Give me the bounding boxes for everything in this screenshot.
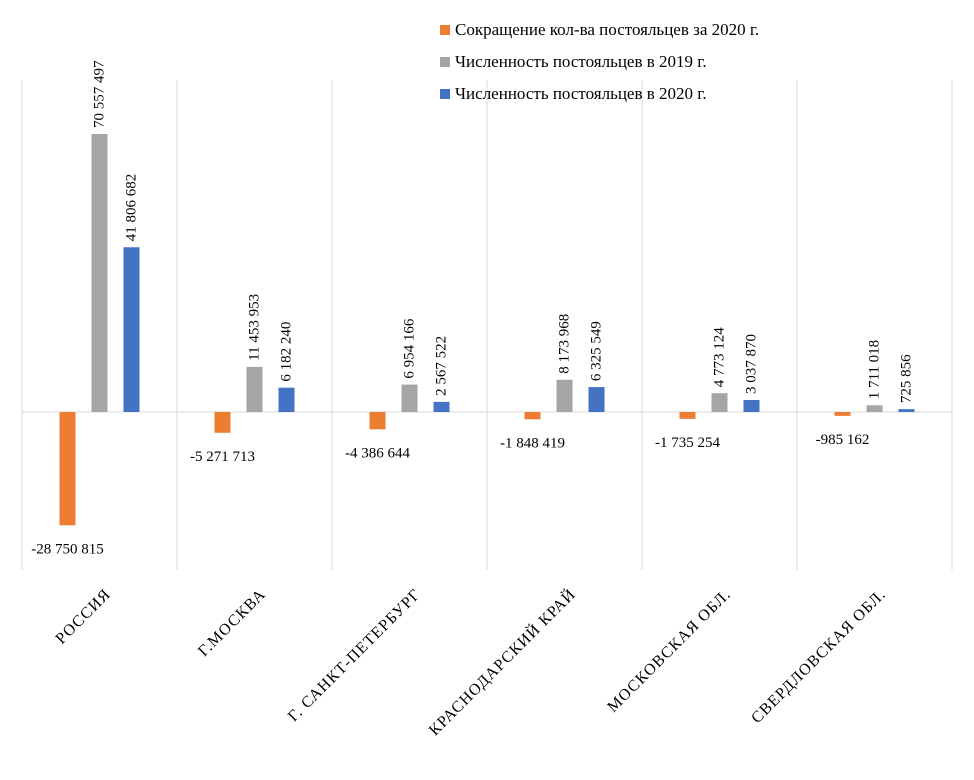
category-label: МОСКОВСКАЯ ОБЛ. [604,586,734,716]
legend-item: Сокращение кол-ва постояльцев за 2020 г. [440,14,759,46]
category-labels-layer: РОССИЯ Г.МОСКВА Г. САНКТ-ПЕТЕРБУРГ КРАСНОДА… [53,584,890,739]
data-label: 725 856 [899,354,915,403]
bar [91,134,108,412]
bar [679,412,696,419]
legend-label: Численность постояльцев в 2020 г. [455,84,707,103]
data-label: 8 173 968 [557,314,573,374]
data-label: 1 711 018 [867,340,883,399]
legend-swatch [440,57,450,67]
legend-label: Сокращение кол-ва постояльцев за 2020 г. [455,20,760,39]
legend-swatch [440,89,450,99]
bar [898,409,915,412]
grid-layer [21,80,953,570]
legend-swatch [440,25,450,35]
data-label: -985 162 [816,432,870,448]
bar [556,379,573,412]
category-label: РОССИЯ [53,586,115,648]
data-label: -1 735 254 [655,435,720,451]
bar [524,412,541,420]
category-label: СВЕРДЛОВСКАЯ ОБЛ. [748,586,889,727]
data-labels-layer: -28 750 815 70 557 497 41 806 682 -5 271 71… [31,60,914,557]
bar [369,412,386,430]
legend-item: Численность постояльцев в 2019 г. [440,46,759,78]
data-label: 4 773 124 [712,327,728,388]
legend-label: Численность постояльцев в 2019 г. [455,52,707,71]
category-label: Г. САНКТ-ПЕТЕРБУРГ [285,586,424,725]
data-label: -4 386 644 [345,445,410,461]
legend: Сокращение кол-ва постояльцев за 2020 г.… [440,14,759,110]
data-label: -28 750 815 [31,541,104,557]
category-label: КРАСНОДАРСКИЙ КРАЙ [425,584,580,739]
data-label: 3 037 870 [744,334,760,394]
bar [433,401,450,412]
bar [401,384,418,412]
data-label: -5 271 713 [190,449,255,465]
data-label: -1 848 419 [500,435,565,451]
bar [59,412,76,526]
data-label: 70 557 497 [92,60,108,128]
category-label: Г.МОСКВА [195,586,269,660]
data-label: 41 806 682 [124,174,140,242]
data-label: 11 453 953 [247,294,263,361]
data-label: 6 954 166 [402,318,418,379]
bar [278,387,295,412]
bar [246,366,263,412]
bar [214,412,231,433]
bar [711,393,728,412]
bar [866,405,883,412]
data-label: 6 182 240 [279,322,295,382]
legend-item: Численность постояльцев в 2020 г. [440,78,759,110]
data-label: 6 325 549 [589,321,605,381]
bar [588,387,605,412]
data-label: 2 567 522 [434,336,450,396]
bar [834,412,851,416]
bar [743,400,760,412]
bars-layer [59,134,915,526]
bar [123,247,140,412]
